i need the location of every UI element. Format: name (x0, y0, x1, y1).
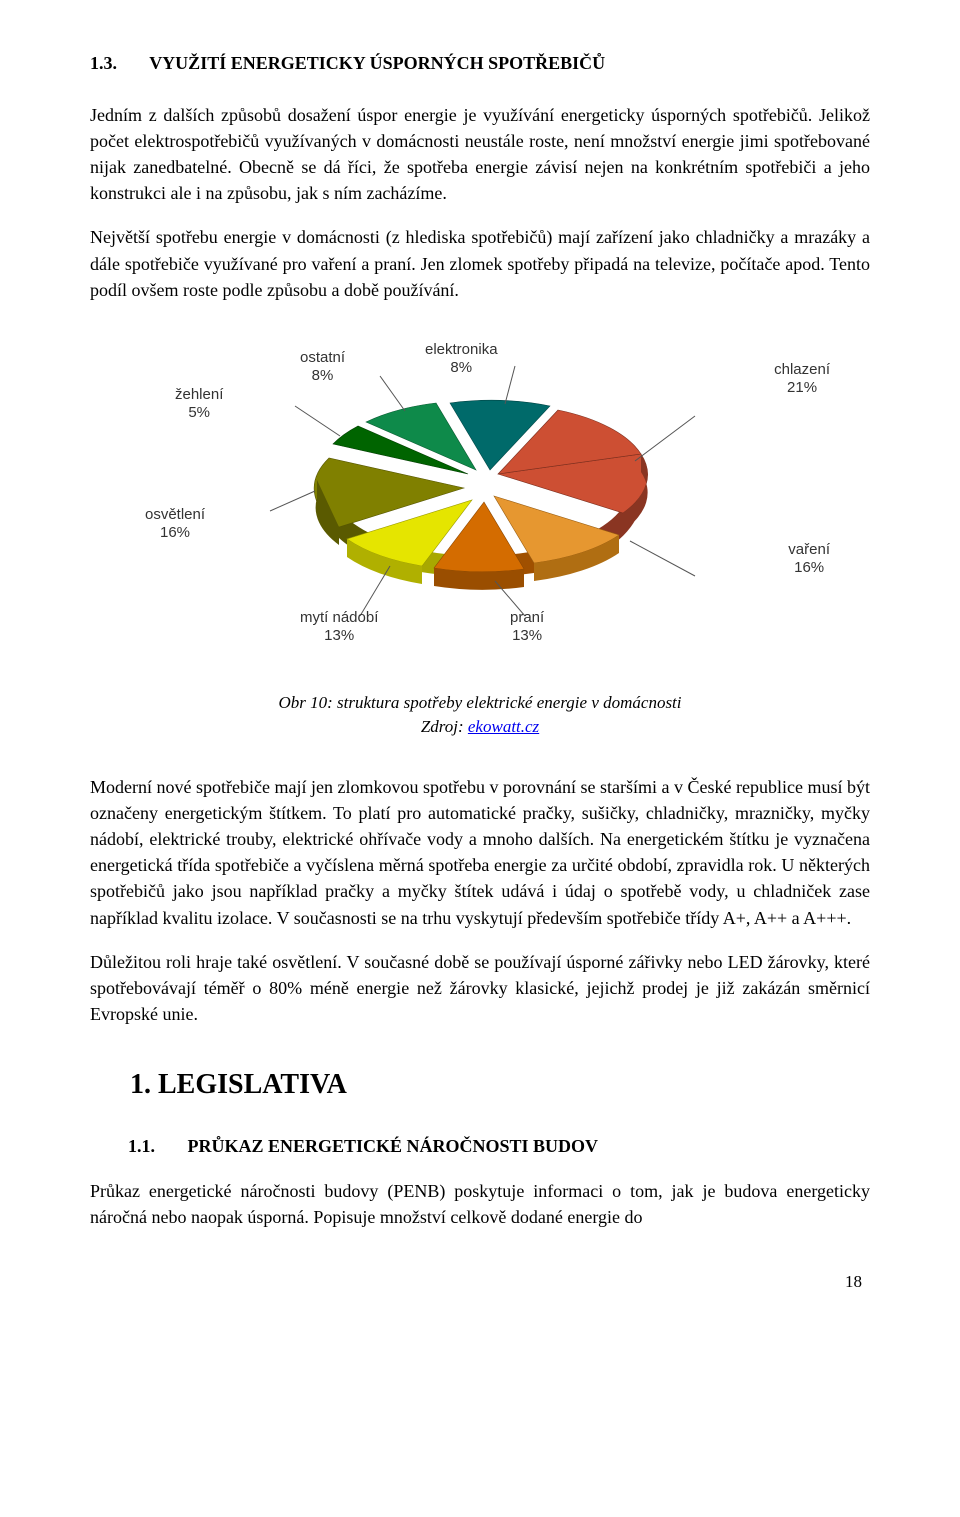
paragraph-2: Největší spotřebu energie v domácnosti (… (90, 224, 870, 302)
caption-text: Obr 10: struktura spotřeby elektrické en… (278, 693, 681, 712)
label-ostatni: ostatní 8% (300, 349, 345, 385)
label-vareni: vaření 16% (788, 541, 830, 577)
section-1-3-heading: 1.3. VYUŽITÍ ENERGETICKY ÚSPORNÝCH SPOTŘ… (90, 50, 870, 76)
paragraph-5: Průkaz energetické náročnosti budovy (PE… (90, 1178, 870, 1230)
label-osvetleni: osvětlení 16% (145, 506, 205, 542)
caption-source-link[interactable]: ekowatt.cz (468, 717, 539, 736)
label-zehleni: žehlení 5% (175, 386, 223, 422)
paragraph-3: Moderní nové spotřebiče mají jen zlomkov… (90, 774, 870, 931)
paragraph-1: Jedním z dalších způsobů dosažení úspor … (90, 102, 870, 206)
paragraph-4: Důležitou roli hraje také osvětlení. V s… (90, 949, 870, 1027)
chapter-title: LEGISLATIVA (158, 1069, 347, 1100)
label-myti: mytí nádobí 13% (300, 609, 378, 645)
page-number: 18 (90, 1270, 870, 1295)
chapter-1-heading: 1. LEGISLATIVA (130, 1065, 870, 1106)
section-title: VYUŽITÍ ENERGETICKY ÚSPORNÝCH SPOTŘEBIČŮ (149, 53, 605, 73)
label-chlazeni: chlazení 21% (774, 361, 830, 397)
chapter-number: 1. (130, 1069, 151, 1100)
section-title: PRŮKAZ ENERGETICKÉ NÁROČNOSTI BUDOV (188, 1136, 599, 1156)
section-number: 1.1. (128, 1133, 155, 1159)
label-elektronika: elektronika 8% (425, 341, 498, 377)
pie-chart-container: chlazení 21% vaření 16% praní 13% mytí n… (90, 341, 870, 651)
label-prani: praní 13% (510, 609, 544, 645)
figure-caption: Obr 10: struktura spotřeby elektrické en… (90, 691, 870, 740)
section-number: 1.3. (90, 50, 117, 76)
caption-source-prefix: Zdroj: (421, 717, 468, 736)
section-1-1-heading: 1.1. PRŮKAZ ENERGETICKÉ NÁROČNOSTI BUDOV (128, 1133, 870, 1159)
